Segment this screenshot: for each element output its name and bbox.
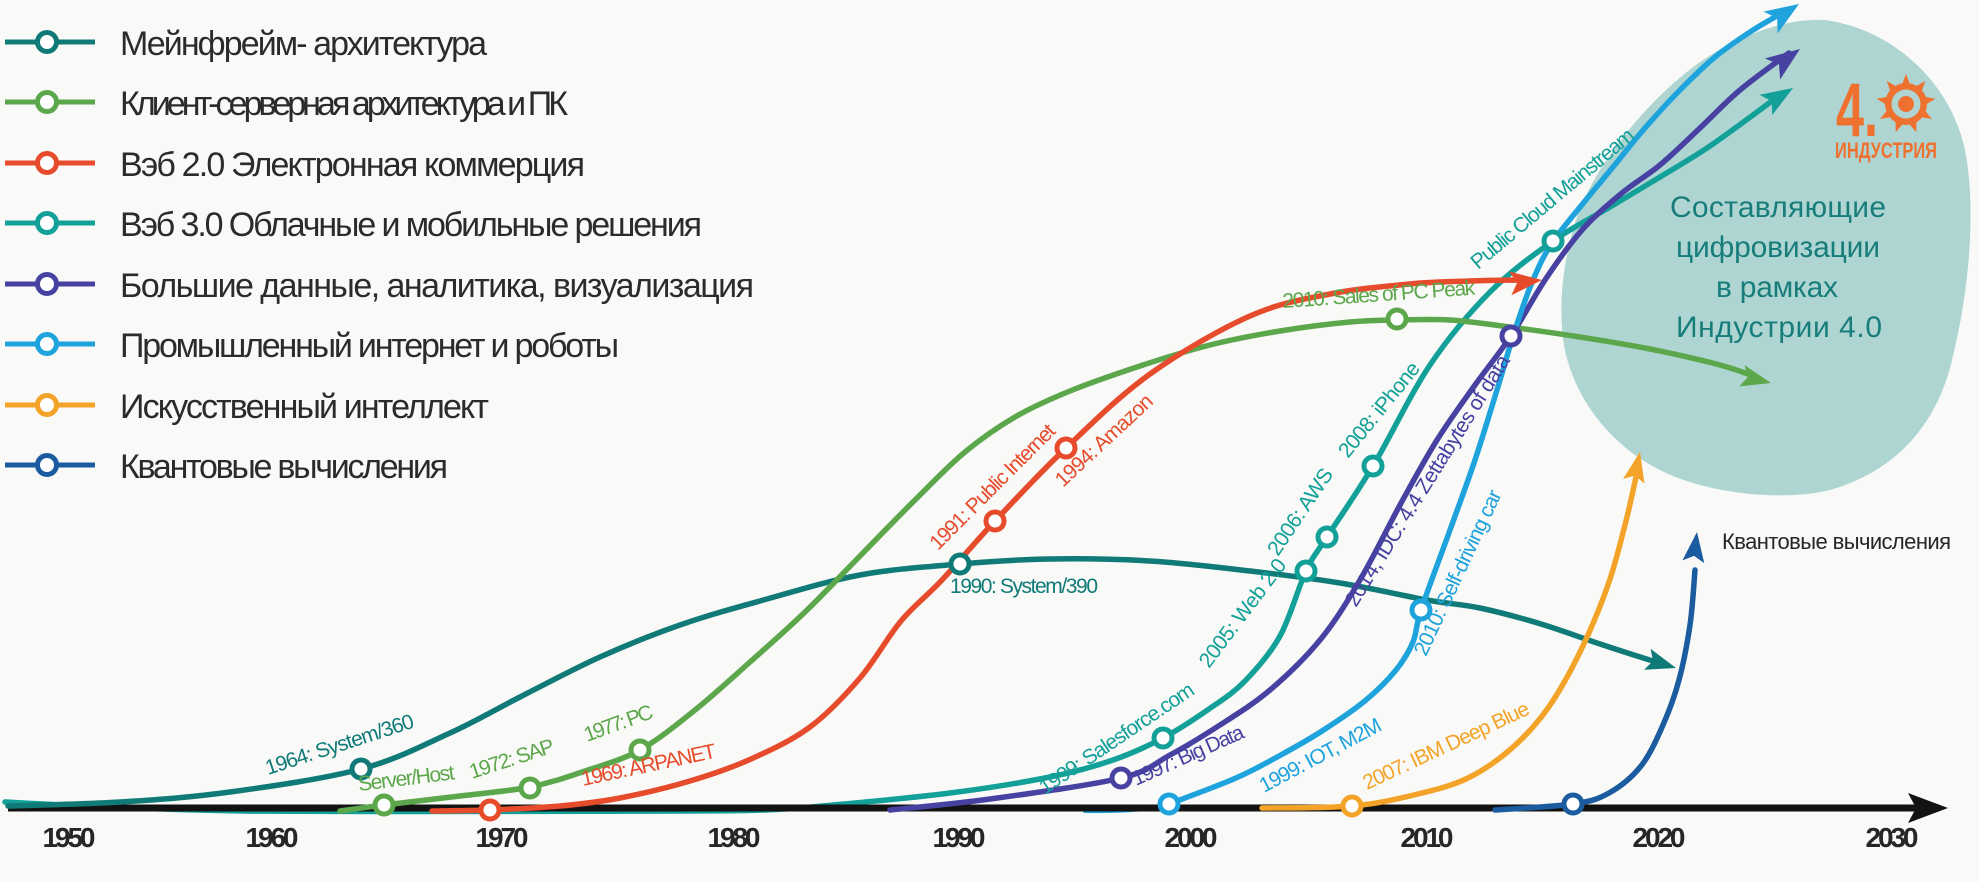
svg-text:Клиент-серверная архитектура и: Клиент-серверная архитектура и ПК <box>120 85 568 123</box>
svg-text:2000: 2000 <box>1165 822 1218 853</box>
svg-text:Мейнфрейм- архитектура: Мейнфрейм- архитектура <box>120 25 487 63</box>
svg-text:1970: 1970 <box>476 822 529 853</box>
svg-text:1990: 1990 <box>933 822 986 853</box>
svg-text:цифровизации: цифровизации <box>1676 231 1880 264</box>
svg-text:Квантовые вычисления: Квантовые вычисления <box>1722 529 1951 554</box>
svg-text:Составляющие: Составляющие <box>1670 191 1886 224</box>
svg-text:Квантовые вычисления: Квантовые вычисления <box>120 448 448 486</box>
svg-text:2020: 2020 <box>1633 822 1686 853</box>
svg-text:1990: System/390: 1990: System/390 <box>950 575 1098 598</box>
svg-text:ИНДУСТРИЯ: ИНДУСТРИЯ <box>1835 138 1937 163</box>
svg-text:Вэб 2.0 Электронная коммерция: Вэб 2.0 Электронная коммерция <box>120 146 585 184</box>
svg-text:1980: 1980 <box>708 822 761 853</box>
svg-text:1960: 1960 <box>246 822 299 853</box>
svg-text:Промышленный интернет и роботы: Промышленный интернет и роботы <box>120 327 619 365</box>
svg-text:Индустрии 4.0: Индустрии 4.0 <box>1676 311 1882 344</box>
svg-text:Вэб 3.0 Облачные и мобильные р: Вэб 3.0 Облачные и мобильные решения <box>120 206 702 244</box>
svg-text:2010: 2010 <box>1401 822 1454 853</box>
svg-text:1950: 1950 <box>43 822 96 853</box>
svg-text:2030: 2030 <box>1866 822 1919 853</box>
svg-text:4.: 4. <box>1836 68 1878 153</box>
svg-text:Искусственный интеллект: Искусственный интеллект <box>120 388 489 426</box>
svg-text:в рамках: в рамках <box>1716 271 1838 304</box>
svg-text:Большие данные, аналитика, виз: Большие данные, аналитика, визуализация <box>120 267 754 305</box>
